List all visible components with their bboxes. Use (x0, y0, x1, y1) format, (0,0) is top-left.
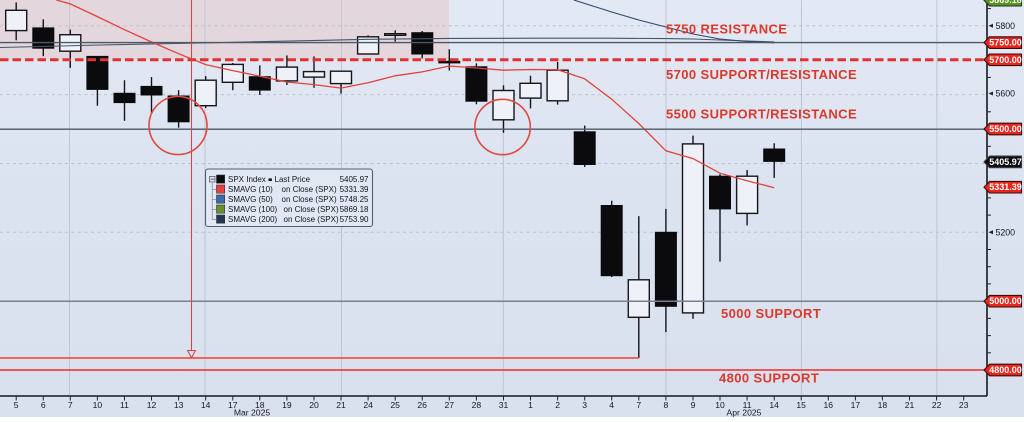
svg-text:SPX Index: SPX Index (228, 175, 266, 184)
svg-text:Last Price: Last Price (275, 175, 311, 184)
svg-text:11: 11 (120, 400, 129, 410)
svg-text:20: 20 (309, 400, 319, 410)
svg-text:5405.97: 5405.97 (340, 175, 369, 184)
svg-text:5753.90: 5753.90 (340, 215, 369, 224)
svg-text:22: 22 (932, 400, 942, 410)
svg-text:Apr 2025: Apr 2025 (727, 408, 762, 418)
svg-text:24: 24 (363, 400, 373, 410)
svg-text:SMAVG (200): SMAVG (200) (228, 215, 278, 224)
svg-text:SMAVG (100): SMAVG (100) (228, 205, 278, 214)
svg-text:12: 12 (147, 400, 157, 410)
svg-text:4800.00: 4800.00 (989, 365, 1022, 375)
svg-text:3: 3 (582, 400, 587, 410)
svg-text:5869.18: 5869.18 (989, 0, 1022, 5)
svg-text:6: 6 (41, 400, 46, 410)
svg-text:23: 23 (959, 400, 969, 410)
svg-text:27: 27 (445, 400, 455, 410)
svg-text:8: 8 (664, 400, 669, 410)
svg-text:5700.00: 5700.00 (989, 55, 1022, 65)
svg-text:10: 10 (715, 400, 725, 410)
svg-text:5500 SUPPORT/RESISTANCE: 5500 SUPPORT/RESISTANCE (666, 107, 857, 122)
svg-text:11: 11 (743, 400, 752, 410)
svg-text:Mar 2025: Mar 2025 (234, 408, 271, 418)
svg-text:16: 16 (824, 400, 834, 410)
svg-text:4: 4 (609, 400, 614, 410)
svg-text:5600: 5600 (996, 89, 1016, 99)
svg-text:SMAVG (10): SMAVG (10) (228, 185, 273, 194)
svg-text:5748.25: 5748.25 (340, 195, 369, 204)
svg-text:5750.00: 5750.00 (989, 38, 1022, 48)
svg-text:5331.39: 5331.39 (989, 182, 1022, 192)
svg-text:5000.00: 5000.00 (989, 296, 1022, 306)
svg-text:13: 13 (174, 400, 184, 410)
svg-text:7: 7 (68, 400, 73, 410)
svg-text:5331.39: 5331.39 (340, 185, 369, 194)
svg-text:5405.97: 5405.97 (989, 157, 1022, 167)
svg-text:7: 7 (636, 400, 641, 410)
svg-text:18: 18 (255, 400, 265, 410)
svg-text:10: 10 (93, 400, 103, 410)
svg-text:SMAVG (50): SMAVG (50) (228, 195, 273, 204)
svg-text:19: 19 (282, 400, 292, 410)
svg-text:5200: 5200 (996, 228, 1016, 238)
svg-text:on Close (SPX): on Close (SPX) (284, 205, 339, 214)
svg-text:5700 SUPPORT/RESISTANCE: 5700 SUPPORT/RESISTANCE (666, 67, 857, 82)
svg-text:5500.00: 5500.00 (989, 124, 1022, 134)
svg-text:17: 17 (228, 400, 238, 410)
svg-text:5869.18: 5869.18 (340, 205, 369, 214)
svg-text:on Close (SPX): on Close (SPX) (282, 185, 337, 194)
svg-text:21: 21 (336, 400, 346, 410)
svg-text:5800: 5800 (996, 21, 1016, 31)
svg-text:17: 17 (851, 400, 861, 410)
svg-text:on Close (SPX): on Close (SPX) (284, 215, 339, 224)
svg-text:14: 14 (769, 400, 779, 410)
svg-text:9: 9 (691, 400, 696, 410)
svg-text:5000 SUPPORT: 5000 SUPPORT (721, 306, 821, 321)
svg-text:28: 28 (472, 400, 482, 410)
svg-text:on Close (SPX): on Close (SPX) (282, 195, 337, 204)
svg-text:21: 21 (905, 400, 915, 410)
svg-text:18: 18 (878, 400, 888, 410)
svg-text:5: 5 (14, 400, 19, 410)
svg-text:15: 15 (796, 400, 806, 410)
svg-text:25: 25 (390, 400, 400, 410)
svg-text:4800 SUPPORT: 4800 SUPPORT (719, 371, 819, 386)
svg-text:2: 2 (555, 400, 560, 410)
svg-text:5750 RESISTANCE: 5750 RESISTANCE (666, 22, 787, 37)
svg-text:14: 14 (201, 400, 211, 410)
svg-text:1: 1 (528, 400, 533, 410)
svg-text:31: 31 (499, 400, 509, 410)
svg-text:26: 26 (417, 400, 427, 410)
